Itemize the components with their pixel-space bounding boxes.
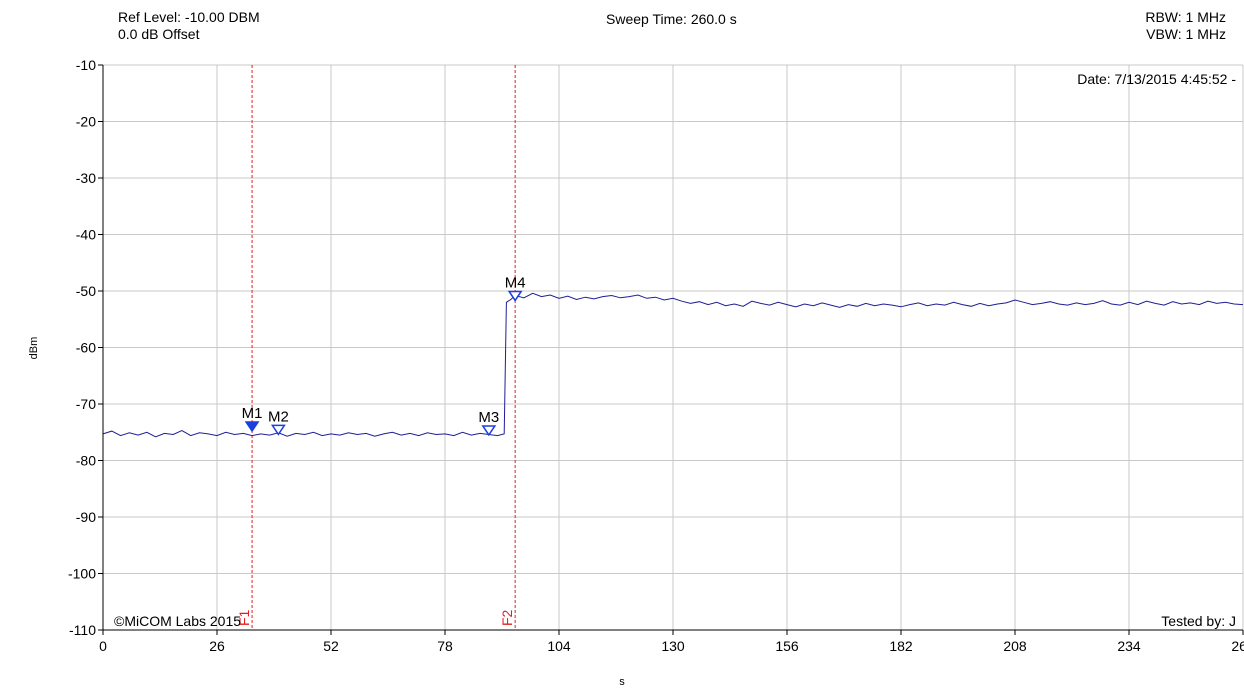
limit-label-f2: F2 (499, 609, 515, 626)
y-tick-label: -50 (76, 283, 96, 299)
vbw-label: VBW: 1 MHz (1146, 26, 1226, 42)
axes-frame (102, 65, 1243, 631)
x-tick-label: 104 (547, 638, 571, 654)
x-tick-label: 52 (323, 638, 339, 654)
x-axis-label: s (619, 676, 625, 688)
marker-label-m1: M1 (242, 405, 263, 422)
limit-label-f1: F1 (236, 609, 252, 626)
y-tick-label: -60 (76, 340, 96, 356)
x-tick-label: 0 (99, 638, 107, 654)
rbw-label: RBW: 1 MHz (1145, 9, 1226, 25)
x-tick-label: 182 (889, 638, 913, 654)
x-tick-label: 78 (437, 638, 453, 654)
sweep-time-label: Sweep Time: 260.0 s (606, 11, 737, 27)
x-tick-label: 26 (209, 638, 225, 654)
header-right: RBW: 1 MHz VBW: 1 MHz (1145, 9, 1226, 43)
marker-m3-icon (481, 425, 497, 437)
grid (103, 64, 1244, 630)
y-axis-ticks: -10 -20 -30 -40 -50 -60 -70 -80 -90 -100 -110 (68, 57, 103, 638)
marker-label-m2: M2 (268, 408, 289, 425)
header-left: Ref Level: -10.00 DBM 0.0 dB Offset (118, 9, 260, 43)
x-tick-label: 130 (661, 638, 685, 654)
y-tick-label: -10 (76, 57, 96, 73)
x-tick-label: 260 (1231, 638, 1244, 654)
x-tick-label: 234 (1117, 638, 1141, 654)
x-axis-ticks: 0 26 52 78 104 130 156 182 208 234 260 (99, 630, 1244, 654)
y-tick-label: -80 (76, 453, 96, 469)
y-tick-label: -90 (76, 509, 96, 525)
offset-label: 0.0 dB Offset (118, 26, 200, 42)
y-tick-label: -70 (76, 396, 96, 412)
y-tick-label: -30 (76, 170, 96, 186)
marker-m1-icon (244, 421, 260, 433)
ref-level-label: Ref Level: -10.00 DBM (118, 9, 260, 25)
tested-by-label: Tested by: J (1161, 613, 1236, 629)
y-axis-label: dBm (28, 337, 40, 360)
x-tick-label: 156 (775, 638, 799, 654)
x-tick-label: 208 (1003, 638, 1027, 654)
date-label: Date: 7/13/2015 4:45:52 - (1077, 71, 1236, 87)
marker-m4-icon (507, 290, 523, 302)
marker-m2-icon (270, 424, 286, 436)
marker-label-m4: M4 (505, 274, 526, 291)
copyright-label: ©MiCOM Labs 2015 (114, 613, 241, 629)
trace-line (102, 292, 1244, 438)
y-tick-label: -110 (69, 622, 96, 638)
limit-lines: F1 F2 (236, 65, 516, 630)
y-tick-label: -40 (76, 227, 96, 243)
y-tick-label: -20 (76, 114, 96, 130)
y-tick-label: -100 (68, 566, 96, 582)
marker-label-m3: M3 (478, 409, 499, 426)
markers: M1 M2 M3 M4 (242, 274, 526, 437)
